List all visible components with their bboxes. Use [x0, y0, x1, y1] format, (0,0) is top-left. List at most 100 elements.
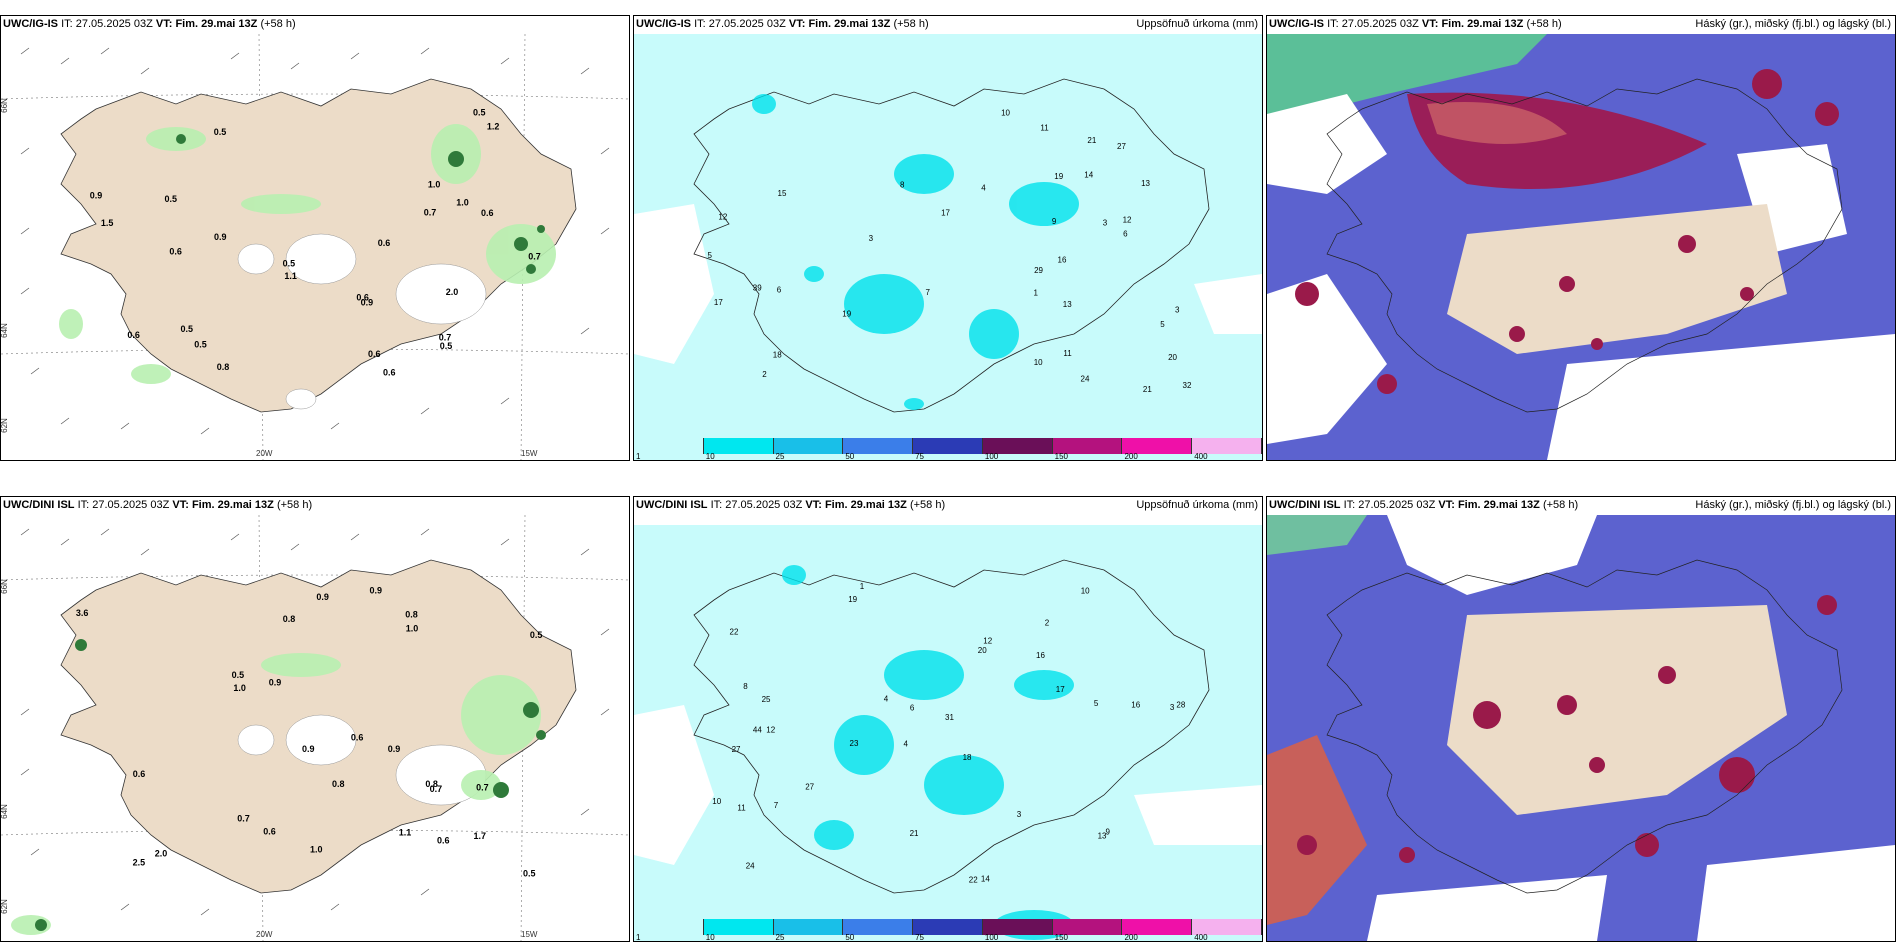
colorbar-label: 50	[845, 933, 855, 942]
value-label: 10	[1081, 587, 1090, 596]
value-label: 19	[1054, 172, 1063, 181]
precip-panel-top: UWC/IG-IS IT: 27.05.2025 03Z VT: Fim. 29…	[633, 15, 1263, 461]
value-label: 12	[1123, 215, 1132, 224]
colorbar-label: 50	[845, 452, 855, 461]
colorbar-label: 25	[775, 452, 785, 461]
value-label: 1.2	[487, 121, 500, 131]
value-label: 25	[762, 695, 771, 704]
lat-label-64n: 64N	[0, 804, 9, 819]
value-label: 0.8	[425, 779, 438, 789]
value-label: 0.6	[378, 238, 391, 248]
value-label: 0.9	[214, 232, 227, 242]
value-label: 1.1	[284, 271, 297, 281]
value-label: 21	[910, 829, 919, 838]
lat-label-62n: 62N	[0, 899, 9, 914]
lat-label-64n: 64N	[0, 323, 9, 338]
colorbar-label: 1	[636, 933, 641, 942]
value-label: 8	[743, 682, 748, 691]
colorbar-segment	[1122, 919, 1193, 935]
lat-label-66n: 66N	[0, 98, 9, 113]
colorbar-label: 75	[915, 452, 925, 461]
value-label: 0.9	[388, 744, 401, 754]
value-label: 3	[1175, 305, 1180, 314]
value-label: 32	[1183, 381, 1192, 390]
value-label: 17	[714, 298, 723, 307]
value-label: 2.5	[133, 858, 146, 868]
precip-panel-bottom: UWC/DINI ISL IT: 27.05.2025 03Z VT: Fim.…	[633, 496, 1263, 942]
value-label: 0.6	[169, 247, 182, 257]
value-label: 0.8	[217, 362, 230, 372]
value-label: 4	[904, 739, 909, 748]
value-label: 16	[1131, 701, 1140, 710]
value-label: 0.7	[237, 813, 250, 823]
colorbar-segment	[982, 438, 1053, 454]
value-label: 27	[1117, 142, 1126, 151]
value-label: 2	[1045, 619, 1050, 628]
value-label: 0.7	[528, 252, 541, 262]
panel-header: UWC/IG-IS IT: 27.05.2025 03Z VT: Fim. 29…	[3, 18, 296, 30]
value-label: 39	[753, 284, 762, 293]
value-label: 14	[981, 875, 990, 884]
lon-label-20w: 20W	[256, 930, 273, 939]
value-label: 8	[900, 181, 905, 190]
colorbar-segment	[1122, 438, 1193, 454]
cloud-title: Háský (gr.), miðský (fj.bl.) og lágský (…	[1695, 18, 1891, 30]
colorbar-segment	[1192, 919, 1262, 935]
value-label: 15	[778, 189, 787, 198]
value-label: 21	[1143, 385, 1152, 394]
colorbar-label: 100	[984, 933, 999, 942]
panel-header: UWC/IG-IS IT: 27.05.2025 03Z VT: Fim. 29…	[1269, 18, 1562, 30]
value-label: 19	[848, 595, 857, 604]
value-label: 13	[1141, 179, 1150, 188]
value-label: 0.6	[383, 367, 396, 377]
value-label: 0.5	[523, 869, 536, 879]
cloud-map	[1267, 34, 1895, 460]
colorbar-segment	[703, 438, 774, 454]
value-label: 27	[805, 783, 814, 792]
value-label: 24	[1081, 375, 1090, 384]
value-label: 20	[978, 646, 987, 655]
value-label: 0.7	[430, 784, 443, 794]
value-label: 6	[1123, 230, 1128, 239]
value-label: 12	[718, 213, 727, 222]
value-label: 10	[1001, 109, 1010, 118]
colorbar-label: 200	[1124, 452, 1138, 461]
value-label: 19	[842, 309, 851, 318]
lon-label-15w: 15W	[521, 449, 538, 458]
value-label: 16	[1058, 256, 1067, 265]
colorbar-segment	[913, 919, 983, 935]
colorbar-segment	[1192, 438, 1262, 454]
value-label: 11	[1063, 349, 1072, 358]
value-label: 20	[1168, 353, 1177, 362]
value-label: 18	[773, 350, 782, 359]
cloud-panel-top: UWC/IG-IS IT: 27.05.2025 03Z VT: Fim. 29…	[1266, 15, 1896, 461]
value-label: 10	[712, 797, 721, 806]
value-label: 0.5	[530, 630, 543, 640]
value-label: 0.5	[194, 340, 207, 350]
value-label: 17	[1056, 685, 1065, 694]
value-label: 0.5	[283, 258, 296, 268]
value-label: 0.6	[127, 330, 140, 340]
wind-map: 0.60.50.50.5 1.00.60.70.91.10.50.60.90.50…	[1, 34, 629, 460]
value-label: 9	[1052, 217, 1057, 226]
value-label: 0.6	[263, 826, 276, 836]
value-label: 0.9	[269, 678, 282, 688]
panel-header: UWC/DINI ISL IT: 27.05.2025 03Z VT: Fim.…	[1269, 499, 1579, 511]
value-label: 3	[1103, 218, 1108, 227]
panel-header: UWC/DINI ISL IT: 27.05.2025 03Z VT: Fim.…	[3, 499, 313, 511]
precip-colorbar: 1 10 25 50 75 100 150 200 400	[634, 438, 1262, 460]
value-label: 12	[766, 725, 775, 734]
value-label: 28	[1176, 700, 1185, 709]
colorbar-label: 10	[705, 452, 715, 461]
lat-label-66n: 66N	[0, 579, 9, 594]
value-label: 4	[884, 694, 889, 703]
colorbar-segment	[913, 438, 983, 454]
value-label: 1.7	[474, 831, 487, 841]
value-label: 11	[1040, 123, 1049, 132]
value-label: 0.6	[351, 733, 364, 743]
colorbar-label: 150	[1054, 933, 1069, 942]
value-label: 2	[762, 370, 767, 379]
lat-label-62n: 62N	[0, 418, 9, 433]
value-label: 0.9	[361, 297, 374, 307]
